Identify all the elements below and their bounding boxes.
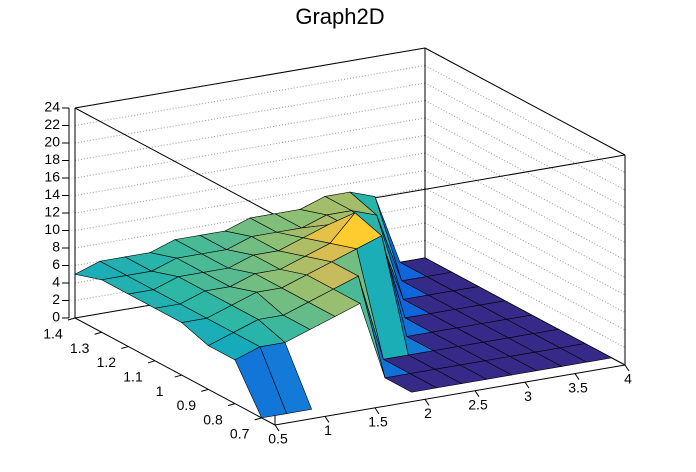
x-tick — [524, 381, 530, 389]
x-tick — [324, 416, 330, 423]
grid-line — [74, 170, 426, 231]
grid-line — [424, 187, 626, 296]
y-tick — [67, 317, 76, 321]
x-tick-label: 3.5 — [568, 379, 588, 395]
x-tick-label: 4 — [624, 371, 632, 387]
y-tick — [121, 346, 129, 350]
z-tick-label: 16 — [44, 169, 60, 185]
x-tick-label: 3 — [524, 388, 532, 404]
grid-line — [424, 222, 626, 331]
x-tick-label: 2 — [424, 405, 432, 421]
y-tick-label: 1.2 — [97, 354, 117, 370]
grid-line — [74, 65, 426, 126]
grid-line — [424, 100, 626, 208]
grid-line — [424, 170, 626, 278]
grid-line — [74, 135, 426, 196]
y-tick-label: 0.9 — [177, 397, 197, 413]
x-tick — [274, 424, 280, 432]
box-edge — [74, 47, 426, 109]
y-tick-label: 0.7 — [230, 426, 250, 442]
z-tick-label: 12 — [44, 204, 60, 220]
grid-line — [424, 205, 626, 313]
x-tick — [574, 373, 580, 380]
z-tick-label: 4 — [52, 274, 60, 290]
y-tick — [201, 388, 209, 392]
x-tick — [424, 399, 430, 406]
grid-line — [424, 65, 626, 173]
grid-line — [74, 152, 426, 214]
surface-cell — [384, 373, 438, 393]
y-tick — [174, 374, 182, 378]
x-tick-label: 1 — [324, 422, 332, 438]
grid-line — [424, 240, 626, 348]
y-tick — [147, 360, 156, 364]
y-tick-label: 1.4 — [43, 326, 63, 342]
x-axis — [274, 364, 626, 426]
grid-line — [424, 117, 626, 226]
grid-line — [424, 135, 626, 243]
x-tick-label: 2.5 — [468, 396, 488, 412]
y-tick — [254, 417, 262, 421]
z-tick-label: 22 — [44, 116, 60, 132]
box-edge — [424, 47, 626, 156]
y-tick-label: 1.1 — [123, 369, 143, 385]
z-tick-label: 0 — [52, 309, 60, 325]
y-tick-label: 0.8 — [203, 411, 223, 427]
z-tick-label: 18 — [44, 151, 60, 167]
y-tick-label: 1.3 — [70, 340, 90, 356]
box-edge — [74, 107, 276, 216]
grid-line — [74, 82, 426, 144]
z-tick-label: 20 — [44, 134, 60, 150]
x-tick-label: 0.5 — [268, 431, 288, 447]
x-tick — [374, 407, 380, 415]
y-tick — [227, 403, 236, 407]
z-tick-label: 8 — [52, 239, 60, 255]
grid-line — [74, 100, 426, 161]
z-tick-label: 6 — [52, 256, 60, 272]
z-tick-label: 10 — [44, 221, 60, 237]
x-tick — [474, 390, 480, 397]
chart-title: Graph2D — [295, 4, 384, 29]
x-tick — [624, 364, 630, 372]
y-axis — [74, 317, 276, 426]
grid-line — [424, 152, 626, 261]
z-tick-label: 14 — [44, 186, 60, 202]
y-tick-label: 1 — [156, 383, 164, 399]
grid-line — [424, 82, 626, 191]
y-tick — [94, 331, 102, 335]
surface-cell — [234, 346, 288, 419]
grid-line — [74, 117, 426, 179]
z-tick-label: 2 — [52, 291, 60, 307]
z-tick-label: 24 — [44, 99, 60, 115]
x-tick-label: 1.5 — [368, 414, 388, 430]
